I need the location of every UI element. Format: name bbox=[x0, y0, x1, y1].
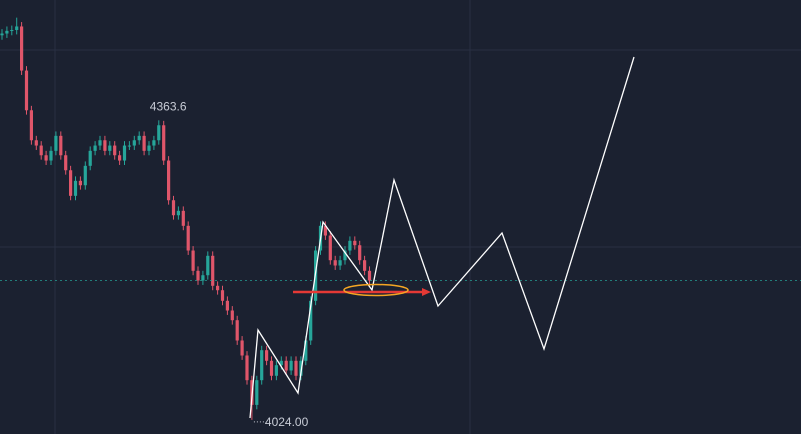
candle-body bbox=[289, 360, 293, 371]
candle-body bbox=[265, 350, 269, 361]
candle-body bbox=[279, 360, 283, 366]
candle-body bbox=[348, 240, 352, 251]
candle-body bbox=[323, 225, 327, 236]
candle-body bbox=[34, 140, 38, 146]
candle-body bbox=[78, 180, 82, 186]
candle-body bbox=[181, 210, 185, 226]
candle-body bbox=[240, 340, 244, 356]
candle-body bbox=[69, 170, 73, 196]
candle-body bbox=[118, 155, 122, 161]
candle-body bbox=[15, 26, 19, 30]
candle-body bbox=[284, 360, 288, 371]
candle-body bbox=[44, 155, 48, 161]
candle-body bbox=[152, 140, 156, 146]
candle-body bbox=[294, 360, 298, 376]
projection-path bbox=[249, 56, 635, 419]
candle-body bbox=[304, 340, 308, 361]
arrow-head bbox=[422, 288, 431, 296]
candle-body bbox=[309, 300, 313, 341]
candle-body bbox=[29, 110, 33, 141]
high-label: 4363.6 bbox=[150, 99, 187, 113]
candle-body bbox=[363, 260, 367, 271]
candle-body bbox=[201, 275, 205, 281]
candle-body bbox=[108, 145, 112, 151]
candle-body bbox=[147, 145, 151, 151]
candle-body bbox=[39, 145, 43, 156]
candle-body bbox=[274, 365, 278, 376]
candle-body bbox=[196, 270, 200, 281]
candle-body bbox=[83, 165, 87, 186]
candle-body bbox=[162, 125, 166, 161]
candle-body bbox=[206, 255, 210, 276]
candle-body bbox=[358, 245, 362, 261]
candle-body bbox=[328, 235, 332, 261]
candle-body bbox=[24, 70, 29, 111]
candle-body bbox=[176, 210, 180, 216]
candle-body bbox=[103, 140, 107, 151]
candle-body bbox=[88, 150, 92, 166]
candle-body bbox=[127, 145, 131, 147]
candle-body bbox=[59, 135, 63, 156]
low-label: 4024.00 bbox=[265, 415, 309, 429]
candle-body bbox=[137, 135, 141, 141]
candle-body bbox=[220, 290, 225, 301]
candle-body bbox=[54, 135, 58, 151]
candle-body bbox=[338, 260, 342, 266]
candle-body bbox=[260, 350, 264, 381]
candle-body bbox=[98, 140, 102, 146]
candle-body bbox=[142, 135, 146, 151]
candle-body bbox=[122, 145, 127, 161]
candle-body bbox=[255, 380, 259, 405]
candle-body bbox=[113, 145, 117, 156]
candle-body bbox=[0, 33, 4, 36]
candle-body bbox=[49, 150, 53, 161]
highlight-ellipse bbox=[343, 283, 409, 297]
candle-body bbox=[64, 155, 68, 171]
candle-body bbox=[20, 26, 24, 71]
candle-body bbox=[299, 360, 303, 376]
candle-body bbox=[171, 200, 176, 216]
candle-body bbox=[367, 270, 372, 281]
candle-body bbox=[343, 250, 347, 261]
candle-body bbox=[216, 285, 220, 291]
candle-body bbox=[353, 240, 357, 246]
candle-body bbox=[235, 320, 239, 341]
candle-body bbox=[93, 145, 97, 151]
candle-body bbox=[211, 255, 215, 286]
candle-body bbox=[132, 140, 136, 146]
candle-body bbox=[157, 125, 161, 141]
candle-body bbox=[333, 260, 337, 266]
candle-body bbox=[191, 250, 195, 271]
candle-body bbox=[245, 355, 249, 381]
candle-body bbox=[230, 310, 234, 321]
candle-body bbox=[73, 180, 78, 196]
candle-body bbox=[5, 30, 9, 34]
candle-body bbox=[10, 29, 14, 31]
candle-body bbox=[269, 360, 274, 376]
candle-body bbox=[225, 300, 229, 311]
candle-body bbox=[186, 225, 190, 251]
candle-body bbox=[167, 160, 171, 201]
